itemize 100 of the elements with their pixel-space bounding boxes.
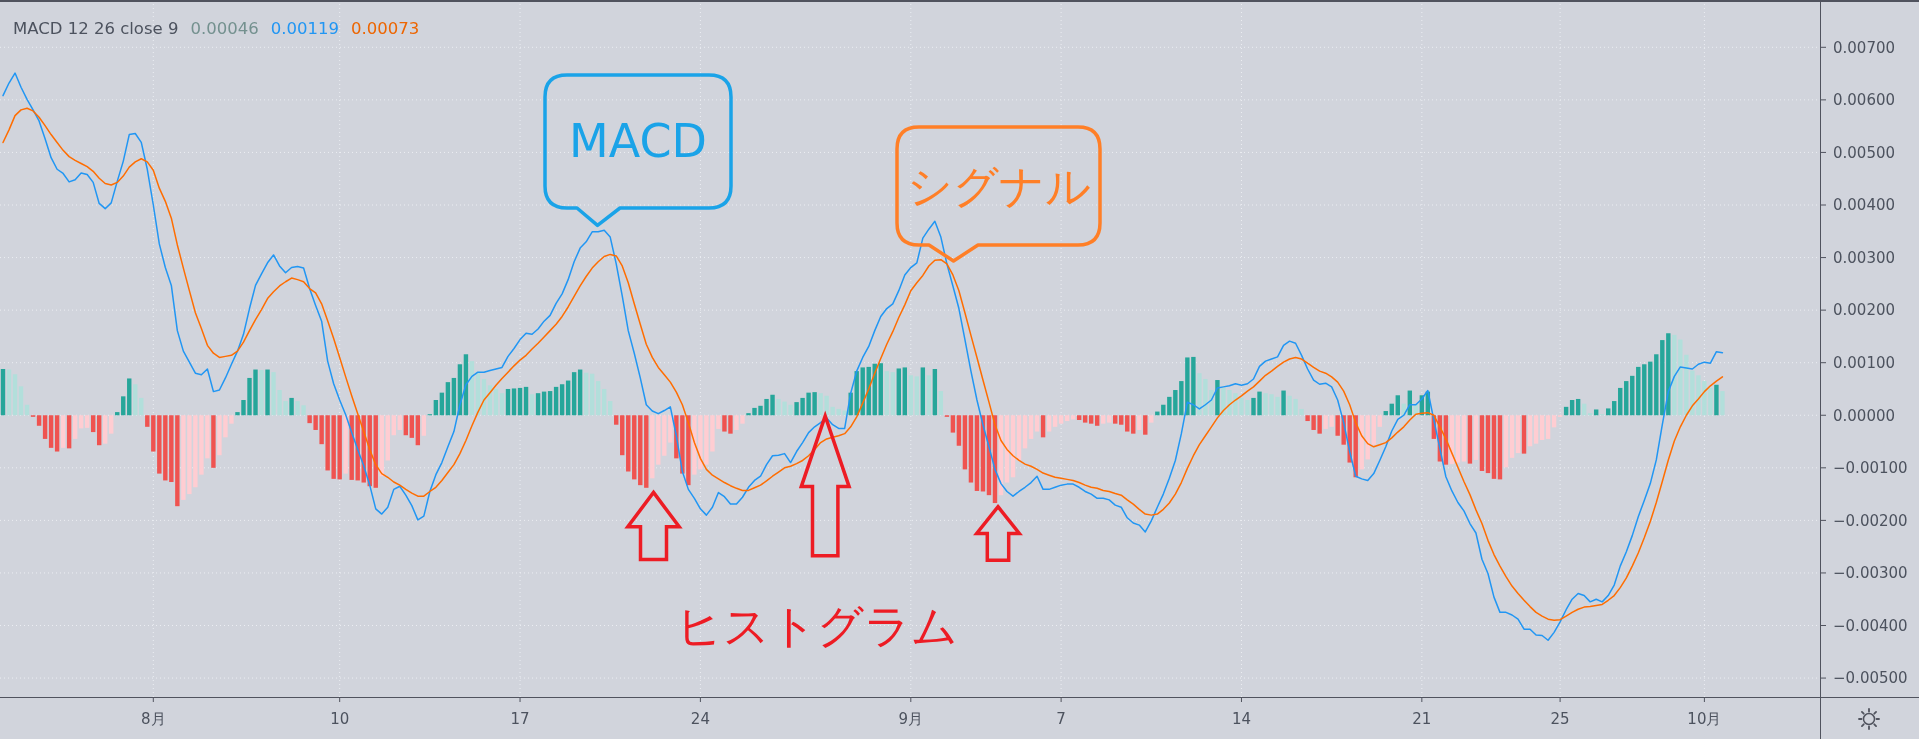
y-tick-label: 0.00100 xyxy=(1833,353,1896,372)
bar xyxy=(1521,415,1527,454)
bar xyxy=(962,415,968,470)
bar xyxy=(385,415,390,461)
bar xyxy=(1143,415,1148,435)
bar xyxy=(1281,390,1286,416)
bar xyxy=(1107,415,1112,423)
bar xyxy=(1630,375,1635,416)
bar xyxy=(1636,366,1641,416)
bar xyxy=(968,415,974,483)
bar xyxy=(54,415,60,452)
bar xyxy=(1642,364,1647,416)
bar xyxy=(259,370,264,416)
bar xyxy=(908,375,914,416)
bar xyxy=(1076,415,1082,420)
bar xyxy=(1119,415,1124,425)
bar xyxy=(211,415,216,468)
x-tick-label: 24 xyxy=(690,710,710,729)
bar xyxy=(571,372,577,416)
bar xyxy=(1088,415,1094,424)
bar xyxy=(547,391,553,416)
annotation: 0.00046 xyxy=(190,18,259,38)
bar xyxy=(60,415,66,448)
bar xyxy=(602,388,607,416)
bar xyxy=(1497,415,1503,480)
bar xyxy=(1131,415,1136,434)
bar xyxy=(1714,384,1719,416)
bar xyxy=(48,415,54,448)
bar xyxy=(1034,415,1040,432)
bar xyxy=(1064,415,1070,422)
bar xyxy=(1612,401,1617,416)
bar xyxy=(1101,415,1106,424)
bar xyxy=(1551,415,1557,428)
y-tick-label: −0.00300 xyxy=(1833,564,1908,583)
y-tick-label: 0.00000 xyxy=(1833,406,1896,425)
bar xyxy=(1569,400,1575,416)
bar xyxy=(1125,415,1130,432)
bar xyxy=(1461,415,1467,462)
x-tick-label: 14 xyxy=(1231,710,1252,729)
bar xyxy=(493,388,499,416)
bar xyxy=(626,415,631,472)
y-tick-label: −0.00100 xyxy=(1833,459,1908,478)
bar xyxy=(523,386,529,416)
bar xyxy=(1082,415,1088,423)
bar xyxy=(1022,415,1028,449)
bar xyxy=(1485,415,1491,474)
bar xyxy=(595,381,601,416)
bar xyxy=(632,415,637,480)
bar xyxy=(559,384,565,416)
y-tick-label: 0.00500 xyxy=(1833,143,1896,162)
bar xyxy=(1058,415,1064,424)
bar xyxy=(1371,415,1376,445)
bar xyxy=(1040,415,1046,438)
bar xyxy=(66,415,72,449)
bar xyxy=(1473,415,1479,460)
bar xyxy=(349,415,354,480)
x-tick-label: 25 xyxy=(1550,710,1570,729)
bar xyxy=(1052,415,1058,427)
bar xyxy=(896,368,901,416)
y-tick-label: −0.00500 xyxy=(1833,669,1908,688)
bar xyxy=(1149,415,1154,423)
bar xyxy=(1648,361,1653,416)
bar xyxy=(1094,415,1100,426)
x-tick-label: 10 xyxy=(330,710,350,729)
y-tick-label: 0.00200 xyxy=(1833,301,1896,320)
bar xyxy=(1618,387,1623,416)
bar xyxy=(1395,395,1400,416)
x-tick-label: 17 xyxy=(510,710,530,729)
bar xyxy=(433,400,439,416)
bar xyxy=(1503,415,1509,468)
bar xyxy=(109,415,114,434)
bar xyxy=(1515,415,1521,454)
bar xyxy=(84,415,90,428)
bar xyxy=(145,415,150,427)
y-tick-label: 0.00700 xyxy=(1833,38,1896,57)
annotation: ヒストグラム xyxy=(676,599,958,654)
y-tick-label: −0.00400 xyxy=(1833,616,1908,635)
bar xyxy=(289,397,294,416)
annotation: 0.00073 xyxy=(350,18,420,38)
bar xyxy=(0,369,6,416)
bar xyxy=(614,415,619,425)
bar xyxy=(1545,415,1551,439)
y-tick-label: 0.00300 xyxy=(1833,248,1896,267)
bar xyxy=(1028,415,1034,439)
bar xyxy=(914,376,920,416)
bar xyxy=(890,372,895,416)
bar xyxy=(938,391,944,416)
bar xyxy=(932,369,938,416)
bar xyxy=(926,375,932,416)
text: MACD 12 26 close 9 xyxy=(13,18,179,38)
bar xyxy=(608,401,613,416)
bar xyxy=(1046,415,1052,432)
bar xyxy=(974,415,980,491)
bar xyxy=(577,369,583,416)
y-tick-label: −0.00200 xyxy=(1833,511,1908,530)
bar xyxy=(1215,380,1220,416)
bar xyxy=(403,415,408,436)
bar xyxy=(1720,391,1725,416)
bar xyxy=(103,415,108,444)
annotation: MACD xyxy=(569,114,707,169)
